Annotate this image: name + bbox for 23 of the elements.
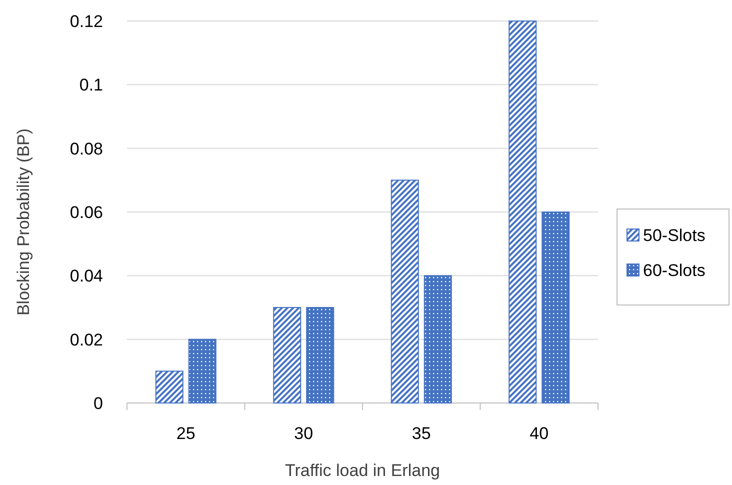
legend-label: 60-Slots — [643, 260, 706, 280]
bar — [508, 20, 537, 404]
x-tick-label: 40 — [530, 424, 549, 443]
y-tick-label: 0.08 — [70, 139, 103, 158]
y-axis-title: Blocking Probability (BP) — [14, 128, 33, 316]
bar — [390, 180, 419, 404]
x-tick-label: 30 — [294, 424, 314, 443]
y-tick-label: 0 — [94, 394, 103, 413]
legend-label: 50-Slots — [643, 226, 706, 245]
bar — [306, 307, 334, 404]
y-tick-label: 0.06 — [70, 202, 103, 222]
x-tick-label: 35 — [412, 424, 431, 443]
bar — [424, 275, 452, 404]
y-tick-label: 0.1 — [79, 76, 103, 95]
y-tick-label: 0.04 — [70, 266, 103, 286]
bar — [273, 307, 302, 404]
y-tick-label: 0.02 — [70, 330, 103, 350]
x-axis-title: Traffic load in Erlang — [285, 461, 440, 480]
bar — [542, 212, 570, 404]
bar — [155, 370, 184, 404]
y-tick-label: 0.12 — [70, 12, 103, 31]
x-tick-label: 25 — [176, 424, 196, 443]
bar — [188, 338, 216, 404]
